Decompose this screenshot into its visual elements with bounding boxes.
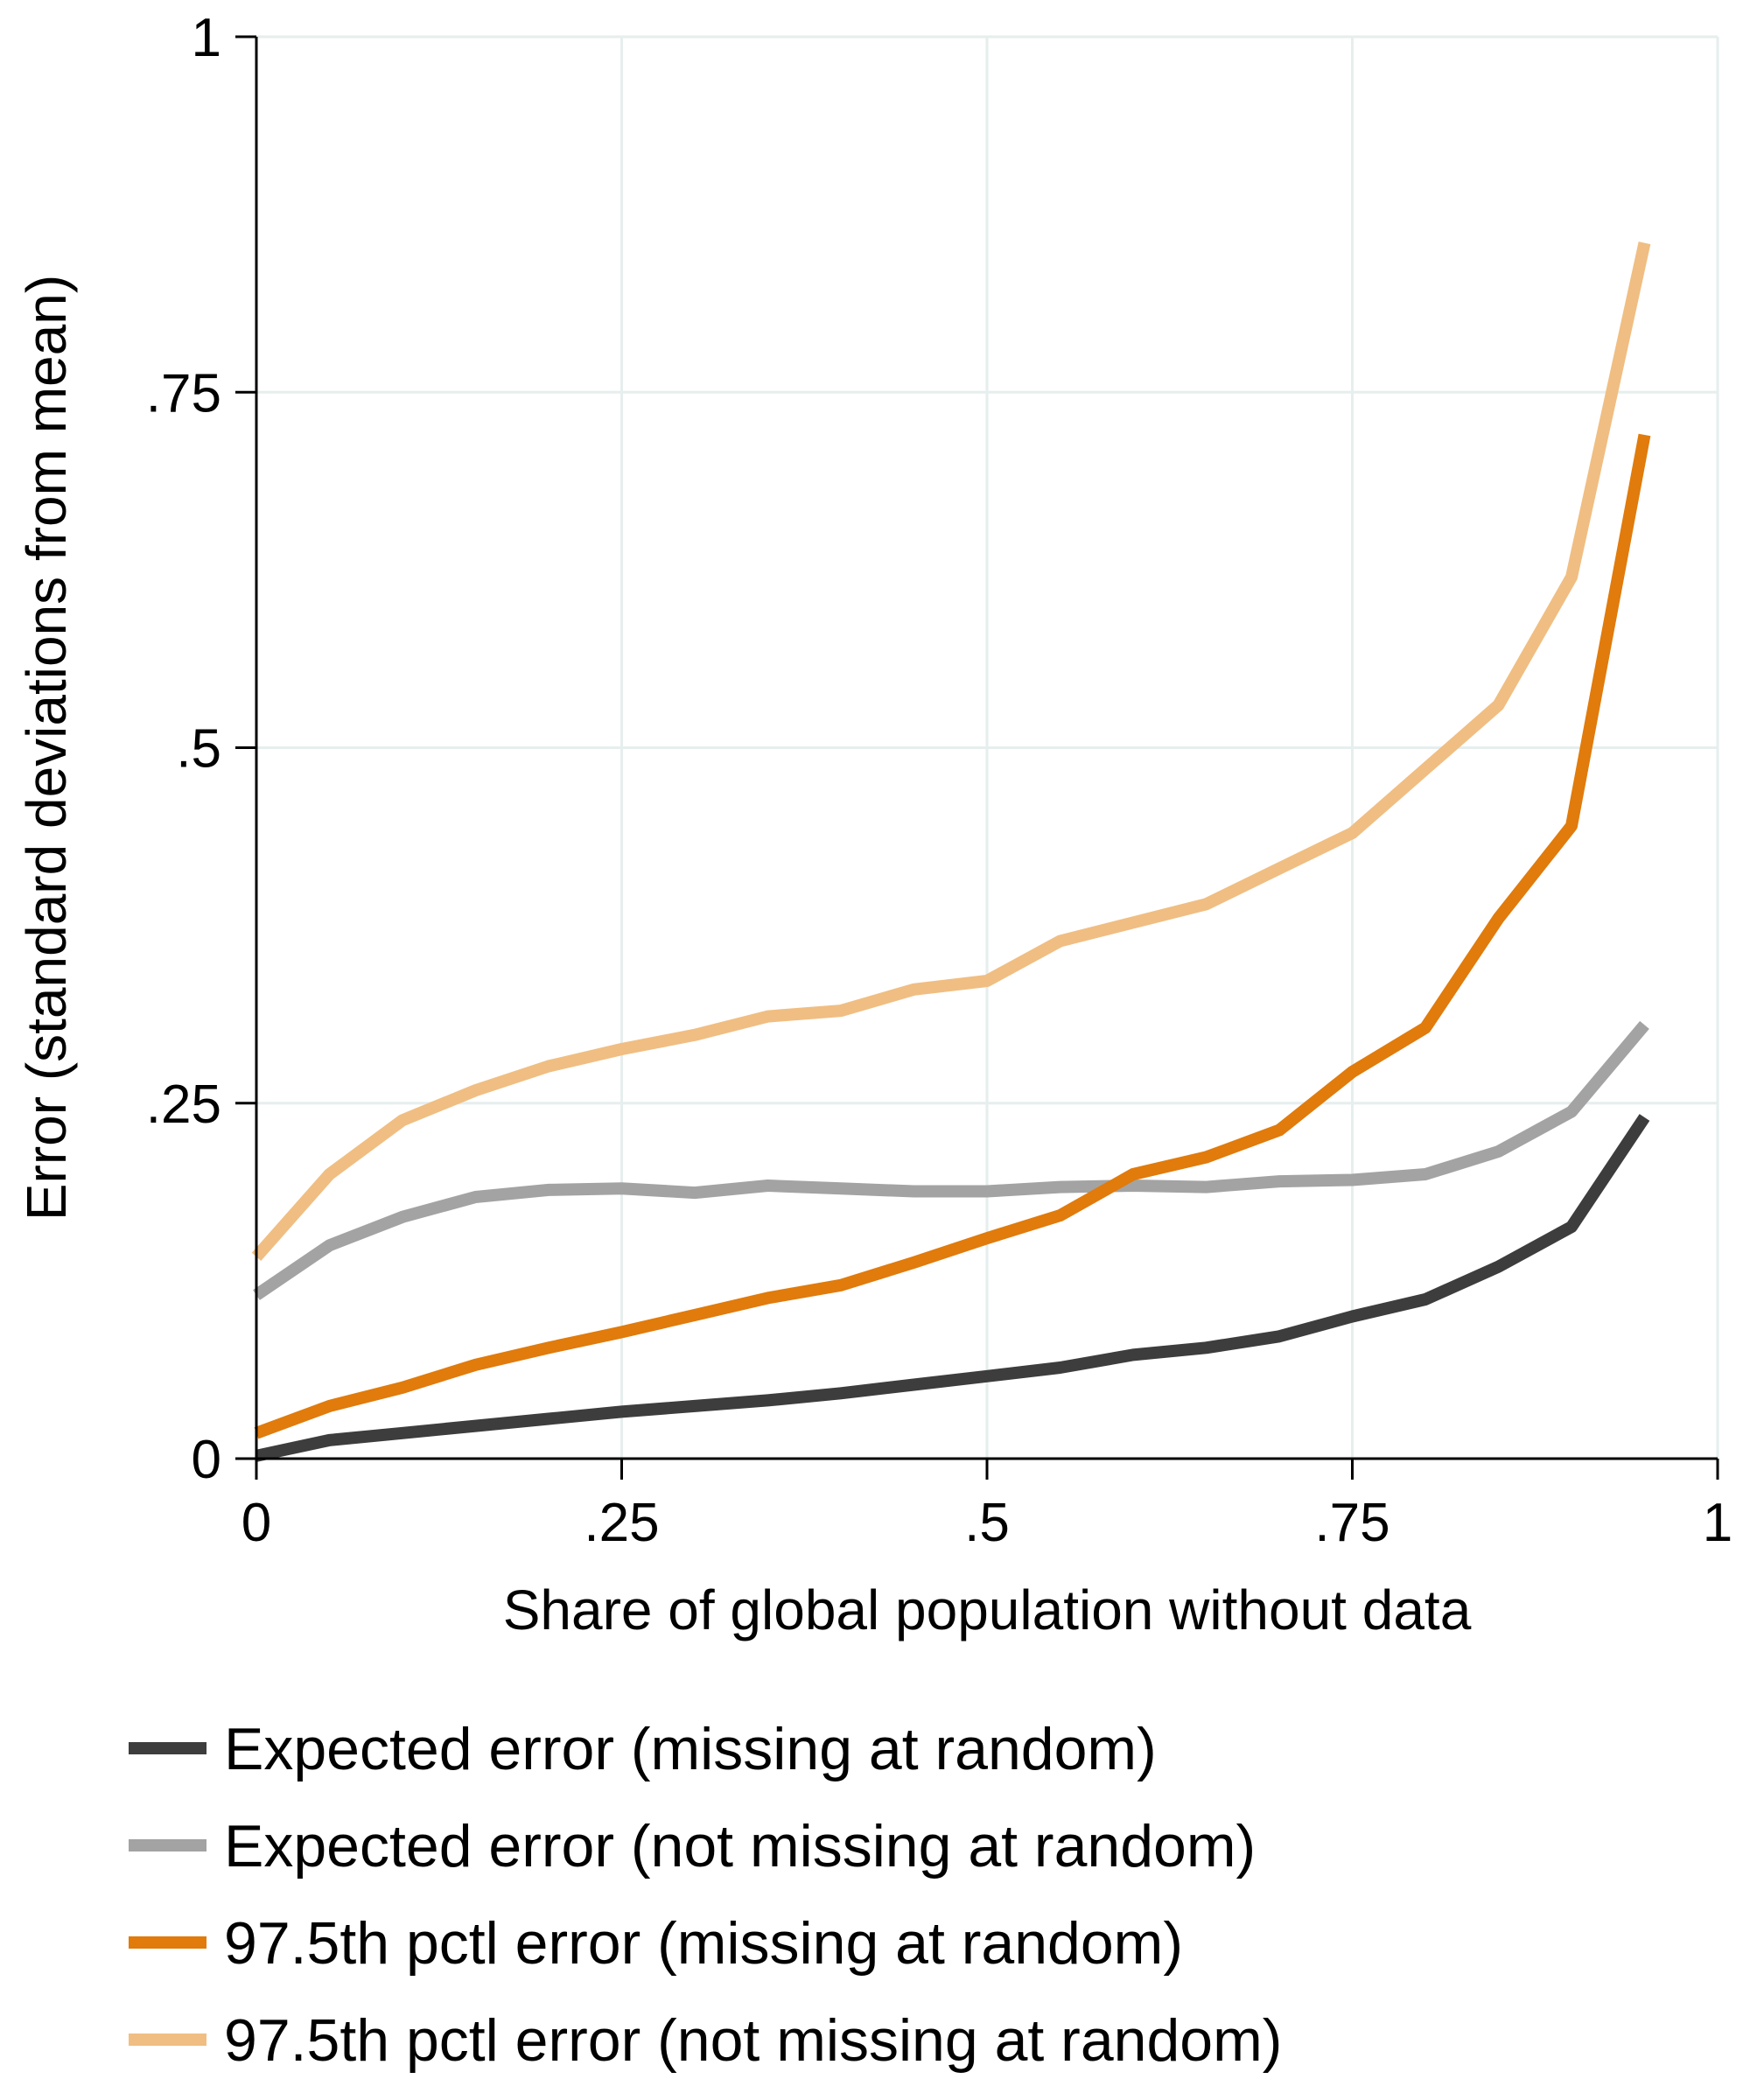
legend-label: 97.5th pctl error (missing at random) <box>224 1910 1183 1977</box>
series-line-4 <box>251 242 1651 1261</box>
series-line-3 <box>254 433 1651 1439</box>
y-axis-title: Error (standard deviations from mean) <box>15 275 78 1221</box>
legend-label: Expected error (missing at random) <box>224 1716 1157 1782</box>
x-tick-label: .5 <box>964 1493 1010 1553</box>
gridlines <box>256 35 1719 1459</box>
series-line-1 <box>255 1114 1650 1462</box>
series-lines <box>251 242 1651 1462</box>
x-axis-ticks: 0 .25 .5 .75 1 <box>242 1459 1732 1553</box>
x-axis-title: Share of global population without data <box>503 1578 1472 1642</box>
legend-label: Expected error (not missing at random) <box>224 1813 1256 1880</box>
x-tick-label: 0 <box>242 1493 271 1553</box>
x-tick-label: 1 <box>1703 1493 1732 1553</box>
series-line-2 <box>253 1020 1649 1300</box>
y-tick-label: .5 <box>176 719 221 780</box>
legend: Expected error (missing at random) Expect… <box>129 1716 1282 2074</box>
legend-label: 97.5th pctl error (not missing at random… <box>224 2007 1282 2074</box>
y-axis-ticks: 0 .25 .5 .75 1 <box>146 8 256 1490</box>
y-tick-label: .25 <box>146 1074 221 1135</box>
y-tick-label: .75 <box>146 363 221 424</box>
x-tick-label: .75 <box>1314 1493 1390 1553</box>
x-tick-label: .25 <box>584 1493 659 1553</box>
y-tick-label: 0 <box>192 1430 221 1490</box>
y-tick-label: 1 <box>192 8 221 68</box>
